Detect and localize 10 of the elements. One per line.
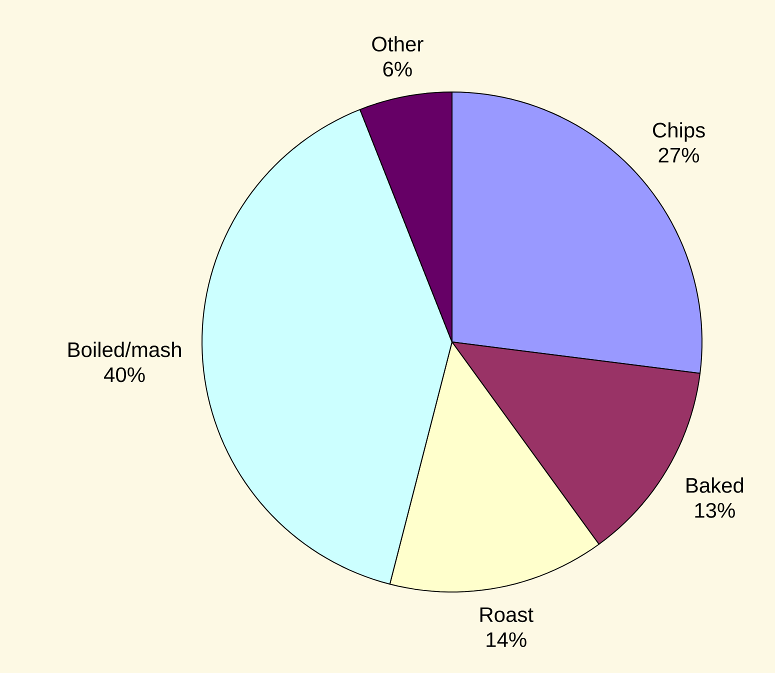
slice-label: Boiled/mash <box>68 342 181 358</box>
slice-label: Chips <box>652 122 705 142</box>
slice-label: Roast <box>480 607 534 622</box>
slice-label: Other <box>372 36 424 52</box>
slice-label: Baked <box>686 477 744 493</box>
data-label: 40% <box>104 367 145 382</box>
data-label: 6% <box>383 62 412 77</box>
data-label: 13% <box>695 502 735 518</box>
data-label: 27% <box>658 148 700 163</box>
data-label: 14% <box>486 632 526 648</box>
